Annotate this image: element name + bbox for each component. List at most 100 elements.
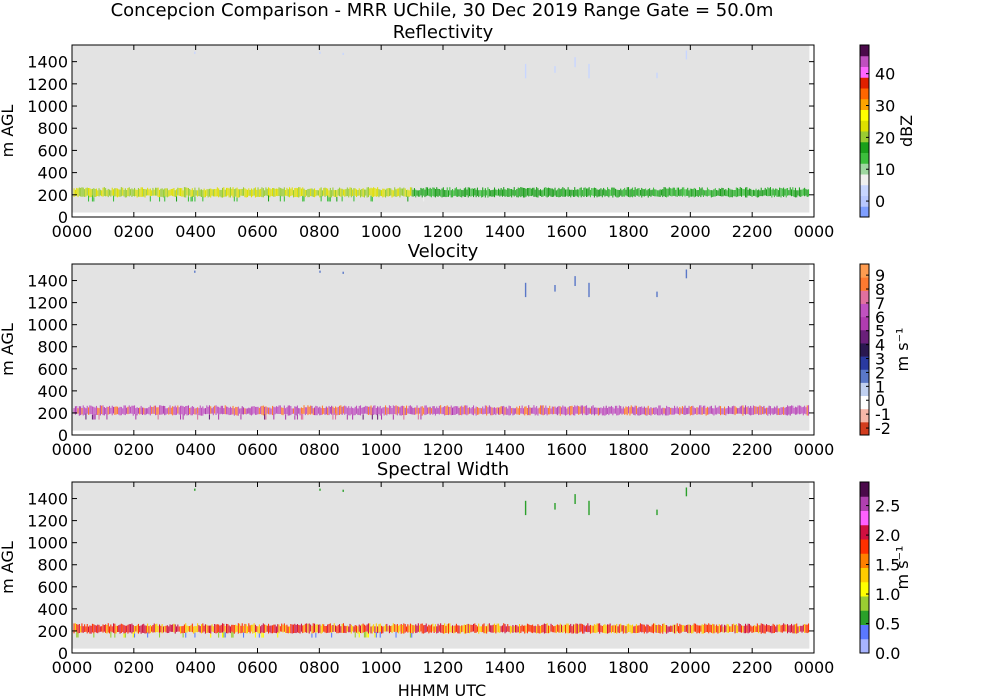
echo-column [131,405,133,414]
echo-column [738,189,740,197]
echo-column [436,187,438,197]
echo-column [620,623,622,633]
echo-column [424,405,426,416]
echo-column [311,625,313,634]
echo-column [88,188,90,196]
echo-column [80,626,82,633]
echo-column [110,624,112,632]
echo-column [678,626,680,633]
colorbar-label: m s⁻¹ [893,328,912,372]
echo-column [131,188,133,197]
echo-column [438,405,440,415]
y-tick-label: 400 [37,382,68,401]
echo-column [739,187,741,196]
echo-column [764,187,766,196]
echo-column [628,623,630,632]
echo-column [551,188,553,197]
echo-column-low [377,414,379,420]
echo-column [374,405,376,415]
echo-column [191,623,193,633]
colorbar-tick-label: 9 [875,266,885,285]
echo-column [520,187,522,198]
y-tick-label: 600 [37,578,68,597]
echo-column [551,625,553,633]
echo-column [170,189,172,196]
echo-column [458,407,460,416]
echo-column [461,405,463,416]
echo-column [713,189,715,197]
echo-column [687,624,689,634]
echo-column [788,625,790,633]
echo-column [378,189,380,198]
echo-column-low [190,197,192,202]
echo-column [193,406,195,415]
echo-column [505,189,507,197]
echo-column [390,626,392,632]
echo-column [741,405,743,415]
echo-column [425,405,427,415]
echo-column [716,624,718,633]
x-tick-label: 0600 [237,440,278,459]
echo-column [331,625,333,633]
echo-column [236,187,238,198]
echo-column [700,188,702,198]
echo-column [310,405,312,415]
echo-column [236,407,238,416]
echo-column [294,623,296,633]
echo-column-low [208,414,210,420]
echo-column [663,187,665,196]
echo-column [223,623,225,632]
echo-column [186,187,188,196]
echo-column [762,190,764,197]
echo-column [729,407,731,414]
echo-column [503,405,505,416]
echo-column [222,187,224,198]
echo-column [162,626,164,633]
echo-column [399,187,401,198]
echo-column [113,406,115,414]
echo-column [140,405,142,414]
echo-column [486,626,488,634]
echo-column [420,187,422,196]
echo-column [806,624,808,634]
echo-column [543,623,545,634]
colorbar-tick-label: 3 [875,350,885,369]
echo-column [118,189,120,197]
echo-column [689,624,691,633]
echo-column [86,624,88,634]
echo-column [172,406,174,416]
upper-echo [342,271,344,274]
echo-column-low [157,414,159,420]
echo-column [726,190,728,197]
echo-column [442,187,444,197]
echo-column-low [147,632,149,638]
echo-column [570,623,572,633]
echo-column [802,624,804,632]
echo-column [713,408,715,416]
echo-column [479,626,481,632]
y-tick-label: 1400 [27,490,68,509]
echo-column [450,190,452,198]
echo-column [381,625,383,634]
echo-column [304,190,306,198]
echo-column [308,188,310,198]
echo-column [622,189,624,197]
echo-column [352,189,354,197]
echo-column [248,188,250,196]
echo-column [386,623,388,632]
echo-column [261,405,263,415]
echo-column [490,406,492,416]
echo-column [440,405,442,414]
upper-echo [588,282,590,298]
echo-column [583,187,585,197]
echo-column [752,189,754,196]
echo-column [147,623,149,633]
echo-column [349,187,351,196]
echo-column [256,626,258,632]
echo-column [474,188,476,196]
echo-column [254,406,256,415]
colorbar: 0.00.51.01.52.02.5m s⁻¹ [859,481,912,663]
echo-column [316,406,318,416]
echo-column [775,407,777,414]
echo-column [194,408,196,415]
